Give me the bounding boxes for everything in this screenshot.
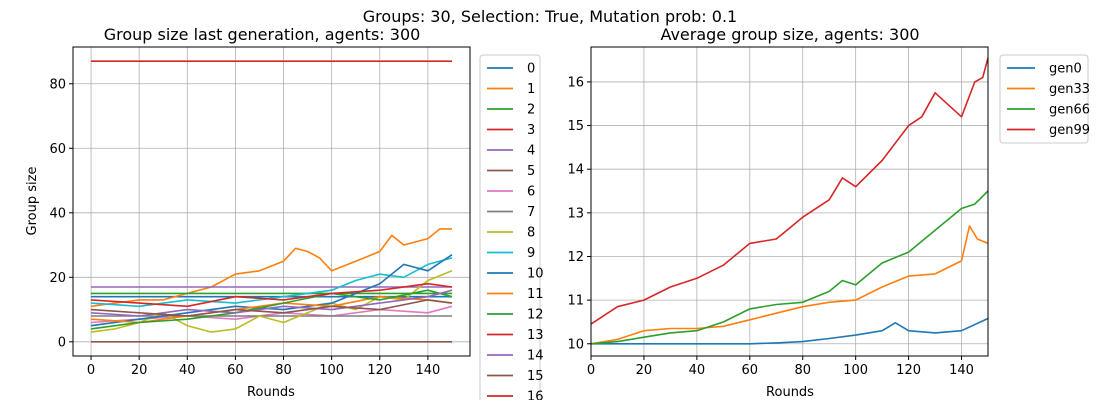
right-chart-x-tick-label: 40 xyxy=(689,363,706,378)
right-chart-x-tick-label: 80 xyxy=(794,363,811,378)
left-chart-legend-label: 7 xyxy=(527,205,535,220)
left-chart-y-tick-label: 0 xyxy=(58,335,66,350)
right-chart-frame xyxy=(590,46,989,357)
right-chart: Average group size, agents: 300 0 20 40 60 8… xyxy=(567,25,1090,400)
right-chart-x-tick-label: 140 xyxy=(949,363,974,378)
left-chart-series-12-line xyxy=(90,289,453,330)
right-chart-legend: gen0 gen33 gen66 gen99 xyxy=(999,54,1090,144)
left-chart-series-13-line xyxy=(90,282,453,308)
left-chart-series-9-line xyxy=(90,257,453,308)
left-chart-title: Group size last generation, agents: 300 xyxy=(104,25,421,44)
left-chart-legend-label: 13 xyxy=(527,328,544,343)
left-chart-x-tick-label: 60 xyxy=(227,363,244,378)
left-chart-y-tick-label: 80 xyxy=(49,77,66,92)
right-chart-y-tick-label: 13 xyxy=(567,206,584,221)
left-chart-x-tick-label: 140 xyxy=(415,363,440,378)
left-chart-legend-label: 10 xyxy=(527,267,544,282)
right-chart-legend-label: gen33 xyxy=(1049,82,1090,97)
left-chart-series-10-line xyxy=(90,254,453,327)
left-chart-y-tick-label: 60 xyxy=(49,142,66,157)
left-chart-legend-label: 4 xyxy=(527,144,535,159)
left-chart-legend-label: 16 xyxy=(527,390,544,401)
left-chart-legend-label: 6 xyxy=(527,185,535,200)
right-chart-x-tick-label: 120 xyxy=(896,363,921,378)
left-chart-x-tick-label: 120 xyxy=(367,363,392,378)
right-chart-series-group xyxy=(590,57,989,345)
left-chart-frame xyxy=(72,46,471,357)
right-chart-x-tick-label: 20 xyxy=(636,363,653,378)
right-chart-title: Average group size, agents: 300 xyxy=(660,25,919,44)
right-chart-x-axis-label: Rounds xyxy=(766,385,814,400)
left-chart-series-1-line xyxy=(90,228,452,308)
right-chart-series-gen33-line xyxy=(590,225,989,345)
right-chart-y-ticks: 10 11 12 13 14 15 16 xyxy=(567,75,591,352)
right-chart-legend-label: gen66 xyxy=(1049,103,1090,118)
left-chart-y-ticks: 0 20 40 60 80 xyxy=(49,77,73,350)
figure-suptitle: Groups: 30, Selection: True, Mutation pr… xyxy=(363,7,737,26)
left-chart-legend-label: 15 xyxy=(527,369,544,384)
right-chart-series-gen66-line xyxy=(590,190,989,345)
left-chart-legend-label: 0 xyxy=(527,62,535,77)
left-chart-legend-label: 5 xyxy=(527,164,535,179)
left-chart-legend-label: 12 xyxy=(527,308,544,323)
left-chart-y-axis-label: Group size xyxy=(25,167,40,236)
right-chart-x-tick-label: 0 xyxy=(587,363,595,378)
left-chart-legend-label: 3 xyxy=(527,123,535,138)
right-chart-x-tick-label: 100 xyxy=(843,363,868,378)
right-chart-y-tick-label: 12 xyxy=(567,250,584,265)
left-chart-series-group xyxy=(90,60,453,343)
left-chart-legend-frame xyxy=(479,54,541,404)
left-chart-x-ticks: 0 20 40 60 80 100 120 140 xyxy=(87,356,440,378)
right-chart-y-tick-label: 15 xyxy=(567,119,584,134)
left-chart: Group size last generation, agents: 300 … xyxy=(25,25,544,404)
right-chart-y-tick-label: 14 xyxy=(567,163,584,178)
left-chart-y-tick-label: 40 xyxy=(49,206,66,221)
left-chart-x-tick-label: 100 xyxy=(319,363,344,378)
left-chart-grid xyxy=(73,47,470,356)
left-chart-x-tick-label: 40 xyxy=(179,363,196,378)
left-chart-x-tick-label: 0 xyxy=(87,363,95,378)
left-chart-legend-label: 9 xyxy=(527,246,535,261)
left-chart-x-axis-label: Rounds xyxy=(247,385,295,400)
right-chart-y-tick-label: 10 xyxy=(567,337,584,352)
left-chart-y-tick-label: 20 xyxy=(49,271,66,286)
left-chart-legend-label: 14 xyxy=(527,349,544,364)
left-chart-x-tick-label: 20 xyxy=(131,363,148,378)
left-chart-x-tick-label: 80 xyxy=(275,363,292,378)
right-chart-x-tick-label: 60 xyxy=(742,363,759,378)
right-chart-x-ticks: 0 20 40 60 80 100 120 140 xyxy=(587,356,974,378)
left-chart-legend-label: 1 xyxy=(527,82,535,97)
left-chart-legend-label: 11 xyxy=(527,287,544,302)
right-chart-y-tick-label: 16 xyxy=(567,75,584,90)
right-chart-series-gen0-line xyxy=(591,317,989,345)
right-chart-legend-label: gen99 xyxy=(1049,123,1090,138)
right-chart-series-gen99-line xyxy=(590,57,989,325)
left-chart-legend-label: 2 xyxy=(527,103,535,118)
left-chart-series-15-line xyxy=(90,299,453,317)
right-chart-y-tick-label: 11 xyxy=(567,294,584,309)
right-chart-legend-frame xyxy=(999,54,1089,144)
left-chart-legend-label: 8 xyxy=(527,226,535,241)
right-chart-legend-label: gen0 xyxy=(1049,62,1082,77)
